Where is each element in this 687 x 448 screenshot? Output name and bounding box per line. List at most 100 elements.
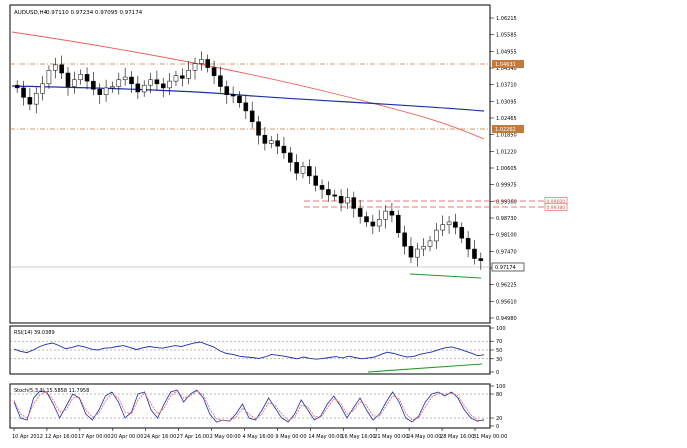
candle	[268, 135, 274, 149]
time-tick-label: 28 May 16:00	[440, 434, 474, 440]
rsi-line	[13, 341, 485, 360]
stoch-main-line	[13, 389, 485, 423]
time-tick-label: 27 Apr 16:00	[177, 434, 210, 440]
price-tick-label: 0.99360	[496, 199, 517, 205]
annotations	[409, 273, 482, 279]
candle	[326, 181, 331, 202]
candle	[129, 71, 134, 94]
time-tick-label: 12 Apr 16:00	[45, 434, 78, 440]
candle	[376, 210, 382, 232]
candle	[319, 179, 325, 199]
symbol-label: AUDUSD,H4	[14, 10, 48, 16]
candle	[281, 136, 287, 159]
candle	[46, 65, 52, 89]
candle	[205, 54, 210, 73]
candle	[300, 161, 306, 179]
candle	[351, 191, 357, 218]
candle	[262, 127, 268, 151]
candle	[421, 238, 426, 257]
price-tick-label: 1.01850	[496, 133, 517, 139]
price-axis: 1.06215 1.05585 1.04955 1.04340 1.03710 1.030…	[490, 16, 525, 322]
candle	[186, 61, 191, 85]
price-tick-label: 1.04955	[496, 49, 517, 55]
candle	[154, 70, 160, 90]
resistance-label: 0.99380	[547, 205, 566, 211]
price-tick-label: 1.00605	[496, 166, 517, 172]
time-tick-label: 14 May 00:00	[308, 434, 342, 440]
candle	[332, 190, 338, 202]
time-tick-label: 16 May 16:00	[341, 434, 375, 440]
rsi-axis-label: 0	[496, 370, 499, 376]
candle	[453, 213, 458, 235]
candle	[103, 79, 109, 102]
rsi-axis-label: 70	[496, 339, 502, 345]
candle	[40, 75, 45, 101]
candle	[472, 239, 477, 265]
candle	[224, 80, 230, 104]
price-tick-label: 0.96225	[496, 283, 517, 289]
price-tick-label: 1.02465	[496, 116, 517, 122]
candle	[294, 154, 299, 181]
candle	[307, 159, 312, 185]
price-tick-label: 1.03710	[496, 83, 517, 89]
stoch-axis-label: 20	[496, 416, 502, 422]
time-tick-label: 21 May 00:00	[374, 434, 408, 440]
candle	[389, 203, 395, 223]
stoch-axis-label: 80	[496, 392, 502, 398]
rsi-axis-label: 30	[496, 357, 502, 363]
rsi-label: RSI(14) 39.0389	[14, 330, 55, 336]
price-tick-label: 0.98730	[496, 216, 517, 222]
time-tick-label: 20 Apr 00:00	[111, 434, 144, 440]
price-tick-label: 0.98100	[496, 233, 517, 239]
candle	[160, 77, 166, 98]
candle	[84, 67, 90, 90]
resistance-label: 0.99600	[547, 199, 566, 205]
rsi-axis-label: 50	[496, 348, 502, 354]
candle	[383, 205, 388, 229]
candle	[97, 83, 103, 104]
stoch-axis-label: 0	[496, 424, 499, 430]
candle	[459, 222, 465, 244]
candle	[395, 210, 401, 238]
candle	[478, 252, 484, 270]
price-tick-label: 1.01220	[496, 149, 517, 155]
candle	[237, 91, 242, 108]
candle	[434, 223, 439, 250]
stoch-signal-line	[13, 390, 485, 422]
candle	[230, 86, 236, 104]
candle	[338, 189, 344, 212]
candle	[218, 66, 223, 93]
resistance-box	[544, 203, 568, 211]
support-trendline	[409, 273, 482, 279]
price-tick-label: 0.99975	[496, 183, 517, 189]
candle	[167, 73, 172, 95]
slow-ma-line	[11, 31, 485, 140]
price-highlight-label: 1.02262	[495, 127, 516, 133]
price-tick-label: 1.04340	[496, 66, 517, 72]
price-tick-label: 0.97470	[496, 249, 517, 255]
candle	[415, 243, 420, 267]
time-tick-label: 2 May 00:00	[210, 434, 241, 440]
candle	[199, 51, 204, 71]
candle	[345, 188, 350, 209]
candle	[33, 87, 39, 114]
candle	[249, 101, 255, 128]
candle	[110, 81, 115, 93]
candle	[27, 88, 33, 111]
candle	[21, 80, 26, 106]
price-highlight-label: 0.97174	[495, 265, 516, 271]
stoch-label: Stoch(5,3,3) 15.5858 11.7958	[14, 388, 89, 394]
candle	[141, 80, 147, 97]
stoch-axis-label: 100	[496, 384, 506, 390]
candle	[408, 237, 414, 264]
candle	[116, 72, 122, 95]
ohlc-label: 0.97110 0.97234 0.97095 0.97174	[46, 10, 143, 16]
time-tick-label: 24 Apr 16:00	[144, 434, 177, 440]
price-tick-label: 1.05585	[496, 33, 517, 39]
candle	[59, 55, 64, 79]
candle	[288, 146, 293, 172]
candle	[313, 166, 318, 192]
